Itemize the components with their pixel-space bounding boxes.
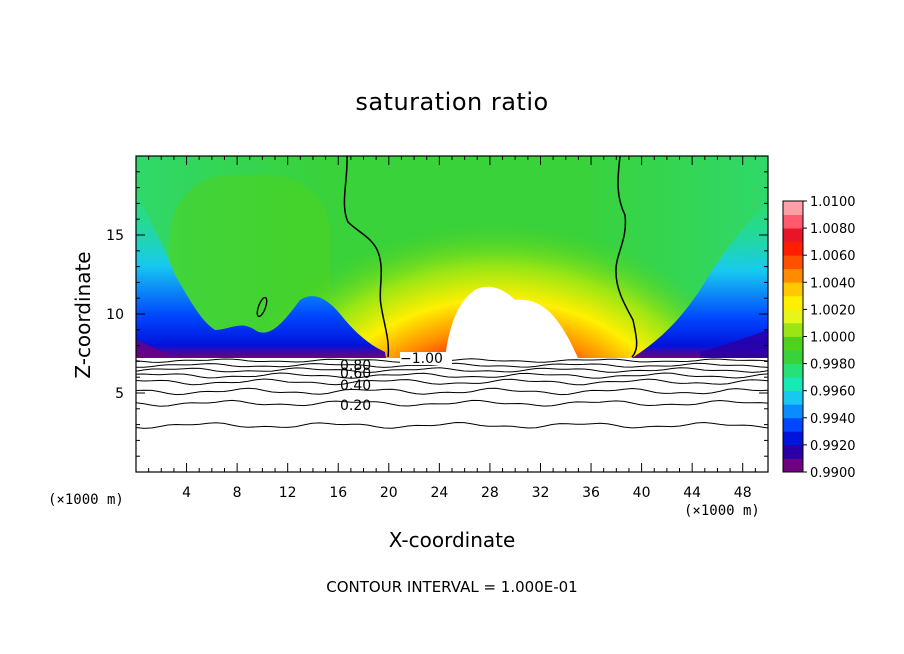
contour-line: [136, 421, 768, 429]
colorbar-segment: [783, 268, 803, 283]
field-core: [445, 286, 578, 358]
colorbar-segment: [783, 458, 803, 473]
field-lower-region: [136, 358, 768, 472]
colorbar-segment: [783, 228, 803, 243]
colorbar-segment: [783, 255, 803, 270]
contour-label: 0.80: [340, 358, 371, 374]
x-tick-label: 44: [683, 485, 701, 501]
colorbar-tick-label: 0.9960: [810, 385, 856, 400]
colorbar-segment: [783, 404, 803, 419]
x-tick-label: 4: [182, 485, 191, 501]
x-tick-label: 36: [582, 485, 600, 501]
heatmap-field: [136, 156, 768, 472]
colorbar-segment: [783, 336, 803, 351]
contour-line: [256, 296, 268, 318]
colorbar-tick-label: 1.0020: [810, 303, 856, 318]
contour-labels: −1.00 0.800.600.40 0.20: [340, 351, 452, 414]
colorbar-segment: [783, 309, 803, 324]
contour-line: [136, 372, 768, 379]
colorbar-tick-label: 1.0100: [810, 195, 856, 210]
y-axis-ticks: 5 10 15: [106, 171, 768, 457]
colorbar: 1.0100 1.0080 1.0060 1.0040 1.0020 1.0000 0.99…: [782, 195, 856, 481]
field-rim-right: [700, 330, 768, 358]
chart-title: saturation ratio: [355, 88, 549, 116]
contour-label: 0.60: [340, 366, 371, 382]
colorbar-tick-label: 0.9940: [810, 412, 856, 427]
colorbar-tick-label: 0.9980: [810, 358, 856, 373]
contour-label-bg: [400, 352, 452, 365]
colorbar-segment: [783, 201, 803, 215]
x-tick-label: 8: [233, 485, 242, 501]
field-cool-left: [136, 190, 386, 358]
contour-line: [343, 156, 390, 358]
colorbar-segment: [783, 214, 803, 229]
colorbar-segment: [783, 444, 803, 459]
contour-label: 0.20: [340, 398, 371, 414]
contour-line: [136, 387, 768, 396]
contour-label: −1.00: [400, 351, 443, 367]
colorbar-tick-label: 1.0000: [810, 331, 856, 346]
x-unit-label-right: (×1000 m): [684, 503, 760, 519]
x-tick-label: 40: [633, 485, 651, 501]
x-tick-label: 20: [380, 485, 398, 501]
colorbar-tick-label: 1.0080: [810, 222, 856, 237]
x-tick-label: 32: [532, 485, 550, 501]
x-axis-ticks: 4 8 12 16 20 24 28 32 36 40 44 48: [148, 156, 756, 501]
colorbar-segment: [783, 241, 803, 256]
contour-line: [136, 378, 768, 386]
colorbar-segment: [783, 350, 803, 364]
contour-label: 0.40: [340, 378, 371, 394]
x-unit-label-left: (×1000 m): [48, 492, 124, 508]
colorbar-tick-label: 1.0060: [810, 249, 856, 264]
y-tick-label: 5: [115, 386, 124, 402]
colorbar-segment: [783, 282, 803, 297]
x-tick-label: 24: [430, 485, 448, 501]
x-tick-label: 48: [734, 485, 752, 501]
contour-line: [136, 367, 768, 374]
x-tick-label: 12: [279, 485, 297, 501]
colorbar-segment: [783, 390, 803, 405]
colorbar-segment: [783, 295, 803, 310]
x-tick-label: 16: [329, 485, 347, 501]
colorbar-tick-label: 1.0040: [810, 276, 856, 291]
colorbar-segment: [783, 377, 803, 392]
colorbar-segment: [783, 363, 803, 378]
colorbar-segment: [783, 431, 803, 446]
contour-line: [136, 399, 768, 407]
x-tick-label: 28: [481, 485, 499, 501]
colorbar-tick-label: 0.9900: [810, 466, 856, 481]
y-axis-label: Z-coordinate: [71, 251, 95, 379]
colorbar-segment: [783, 417, 803, 432]
contour-line: [615, 156, 638, 358]
colorbar-segment: [783, 322, 803, 337]
y-tick-label: 10: [106, 307, 124, 323]
x-axis-label: X-coordinate: [388, 528, 516, 552]
field-cool-right: [632, 200, 768, 358]
field-rim-left: [136, 340, 176, 358]
y-tick-label: 15: [106, 228, 124, 244]
colorbar-tick-label: 0.9920: [810, 439, 856, 454]
contour-interval-note: CONTOUR INTERVAL = 1.000E-01: [326, 578, 578, 596]
